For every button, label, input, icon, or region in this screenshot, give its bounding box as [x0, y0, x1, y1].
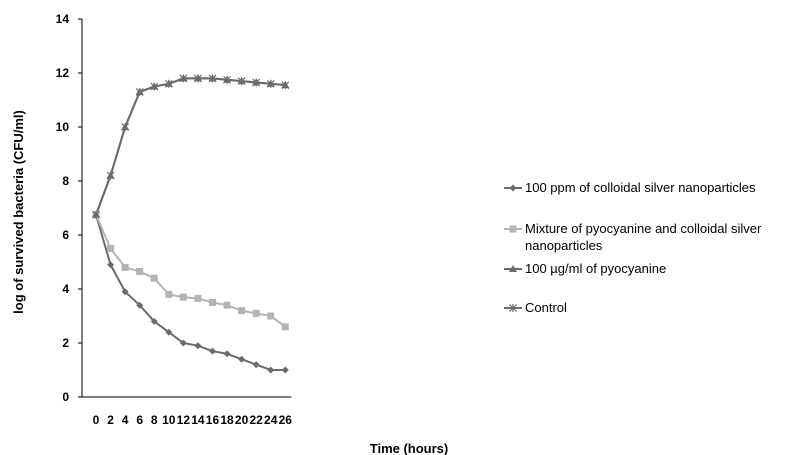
x-tick-label: 0 — [93, 413, 100, 427]
x-tick-label: 10 — [162, 413, 176, 427]
data-point-diamond — [281, 366, 289, 374]
y-tick-label: 14 — [56, 12, 70, 26]
x-tick-label: 22 — [249, 413, 263, 427]
data-point-diamond — [208, 347, 216, 355]
data-point-star — [92, 210, 100, 219]
data-point-star — [121, 123, 130, 131]
data-point-star — [106, 171, 115, 180]
y-axis-ticks: 0 2 4 6 8 10 12 14 — [56, 12, 82, 404]
data-point-diamond — [121, 288, 129, 296]
series-markers — [92, 74, 290, 374]
data-point-diamond — [179, 339, 187, 347]
data-point-square — [136, 267, 144, 275]
data-point-diamond — [194, 342, 202, 350]
data-point-square — [208, 299, 216, 306]
x-tick-label: 16 — [206, 413, 220, 427]
data-point-star — [150, 82, 159, 91]
data-point-star — [266, 79, 275, 88]
x-axis-ticks: 0 2 4 6 8 10 12 14 16 18 20 22 24 26 — [93, 413, 293, 427]
x-tick-label: 24 — [264, 413, 278, 427]
data-point-square — [238, 307, 246, 315]
chart-axes — [81, 19, 292, 398]
series-line-triangle — [95, 77, 286, 216]
data-point-square — [107, 245, 115, 252]
x-tick-label: 8 — [151, 413, 158, 427]
data-point-square — [223, 301, 231, 309]
data-point-square — [165, 290, 173, 298]
x-tick-label: 4 — [122, 413, 129, 427]
y-tick-label: 2 — [62, 336, 69, 350]
data-point-diamond — [252, 361, 260, 369]
legend-marker-diamond — [509, 184, 517, 192]
x-tick-label: 14 — [191, 413, 205, 427]
data-point-diamond — [107, 261, 115, 269]
x-tick-label: 26 — [279, 413, 293, 427]
data-point-square — [179, 293, 187, 301]
data-point-star — [281, 81, 290, 90]
data-point-square — [281, 323, 289, 331]
data-point-diamond — [223, 350, 231, 358]
data-point-star — [135, 87, 144, 96]
data-point-square — [194, 294, 202, 302]
data-point-star — [237, 77, 246, 86]
x-tick-label: 18 — [220, 413, 234, 427]
data-point-square — [267, 312, 275, 320]
data-point-diamond — [165, 328, 173, 336]
data-point-star — [193, 74, 202, 83]
data-point-square — [121, 263, 129, 271]
legend-marker-square — [509, 225, 517, 233]
x-tick-label: 12 — [177, 413, 191, 427]
data-point-star — [223, 75, 231, 84]
x-axis-title: Time (hours) — [370, 441, 449, 455]
legend-label: 100 µg/ml of pyocyanine — [525, 261, 666, 276]
y-tick-label: 10 — [56, 120, 70, 134]
data-point-square — [150, 274, 158, 282]
legend: 100 ppm of colloidal silver nanoparticle… — [504, 180, 762, 315]
legend-label: nanoparticles — [525, 238, 603, 253]
legend-marker-triangle — [509, 265, 517, 272]
x-tick-label: 6 — [136, 413, 143, 427]
x-tick-label: 20 — [235, 413, 249, 427]
legend-marker-star — [509, 304, 517, 312]
x-tick-label: 2 — [107, 413, 114, 427]
y-tick-label: 0 — [62, 390, 69, 404]
data-point-diamond — [238, 355, 246, 363]
data-point-star — [179, 74, 188, 83]
y-tick-label: 8 — [62, 174, 69, 188]
data-point-star — [208, 74, 217, 83]
y-tick-label: 12 — [56, 66, 70, 80]
data-point-diamond — [136, 301, 144, 309]
data-point-diamond — [150, 317, 158, 325]
series-line-star — [95, 77, 286, 216]
y-tick-label: 6 — [62, 228, 69, 242]
y-tick-label: 4 — [62, 282, 69, 296]
legend-label: Control — [525, 300, 567, 315]
series-lines — [95, 77, 286, 371]
legend-label: 100 ppm of colloidal silver nanoparticle… — [525, 180, 756, 195]
data-point-square — [252, 309, 260, 317]
data-point-star — [252, 78, 261, 87]
legend-label: Mixture of pyocyanine and colloidal silv… — [525, 221, 762, 236]
y-axis-title: log of survived bacteria (CFU/ml) — [11, 110, 26, 314]
data-point-diamond — [267, 366, 275, 374]
data-point-star — [164, 79, 173, 88]
